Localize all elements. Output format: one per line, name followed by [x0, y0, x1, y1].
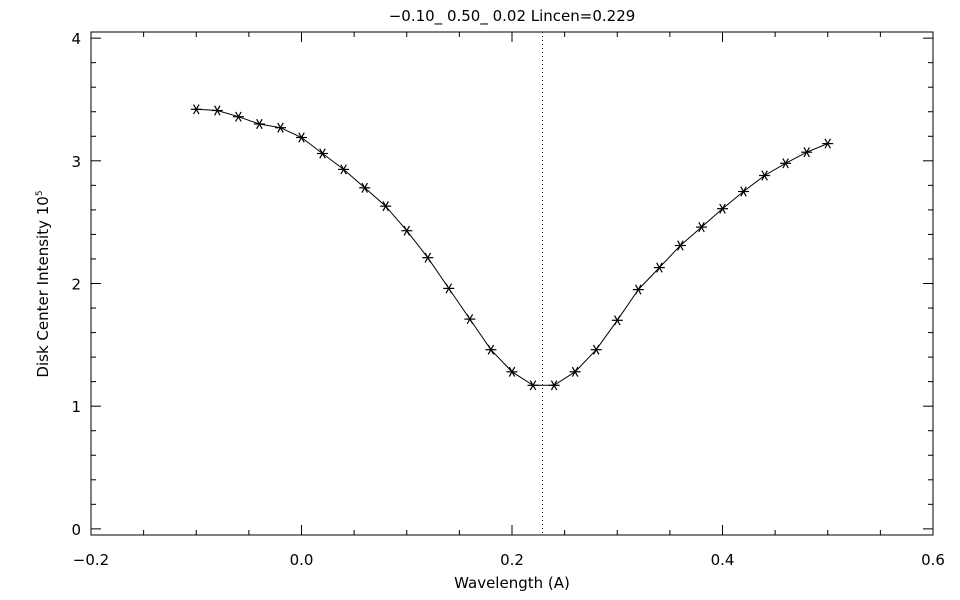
data-point-marker — [401, 225, 413, 236]
marker-stroke — [824, 138, 831, 149]
marker-stroke — [571, 366, 579, 377]
series-polyline — [196, 108, 828, 386]
marker-stroke — [487, 344, 495, 355]
marker-stroke — [782, 158, 789, 169]
marker-stroke — [761, 170, 768, 181]
marker-stroke — [656, 262, 663, 273]
y-axis-label-exponent: 5 — [35, 190, 45, 196]
plot-border — [90, 31, 934, 536]
x-axis-label: Wavelength (A) — [454, 574, 570, 592]
series-line — [196, 108, 828, 386]
marker-stroke — [277, 122, 284, 133]
plot-frame — [90, 31, 934, 536]
data-point-marker — [801, 147, 813, 158]
axis-ticks — [90, 32, 934, 535]
marker-stroke — [719, 203, 726, 214]
x-tick-label: 0.6 — [921, 551, 945, 569]
data-point-marker — [632, 284, 644, 295]
marker-stroke — [529, 380, 537, 391]
data-point-marker — [422, 252, 434, 263]
marker-stroke — [740, 186, 747, 197]
marker-stroke — [803, 147, 810, 158]
data-markers — [190, 104, 834, 391]
marker-stroke — [550, 380, 558, 391]
axis-tick-labels: −0.2 0.0 0.2 0.4 0.6 0 1 2 3 4 — [71, 30, 944, 569]
marker-stroke — [698, 222, 705, 233]
y-axis-label: Disk Center Intensity 105 — [34, 190, 52, 377]
x-tick-label: 0.4 — [711, 551, 735, 569]
marker-stroke — [340, 164, 347, 175]
data-point-marker — [338, 164, 350, 175]
data-point-marker — [464, 314, 476, 325]
data-point-marker — [380, 201, 392, 212]
x-tick-label: 0.2 — [500, 551, 524, 569]
y-tick-label: 2 — [71, 276, 81, 294]
y-tick-label: 1 — [71, 398, 81, 416]
marker-stroke — [193, 104, 200, 115]
y-axis-label-group: Disk Center Intensity 105 — [34, 190, 52, 377]
marker-stroke — [382, 201, 389, 212]
data-point-marker — [590, 344, 602, 355]
marker-stroke — [256, 118, 263, 130]
data-point-marker — [696, 222, 707, 233]
marker-stroke — [614, 315, 621, 326]
data-point-marker — [296, 132, 307, 143]
y-tick-label: 0 — [71, 521, 81, 539]
marker-stroke — [424, 252, 432, 263]
data-point-marker — [738, 186, 749, 197]
marker-stroke — [677, 240, 684, 251]
data-point-marker — [569, 366, 581, 377]
data-point-marker — [275, 122, 286, 133]
data-point-marker — [759, 170, 771, 181]
data-point-marker — [717, 203, 728, 214]
data-point-marker — [253, 118, 265, 130]
chart-title: −0.10_ 0.50_ 0.02 Lincen=0.229 — [389, 7, 636, 26]
data-point-marker — [527, 380, 539, 391]
marker-stroke — [235, 111, 242, 122]
marker-stroke — [361, 182, 368, 193]
marker-stroke — [508, 366, 516, 377]
data-point-marker — [506, 366, 518, 377]
data-point-marker — [548, 380, 560, 391]
y-tick-label: 3 — [71, 153, 81, 171]
marker-stroke — [445, 283, 453, 294]
x-tick-label: −0.2 — [73, 551, 109, 569]
marker-stroke — [214, 105, 221, 116]
data-point-marker — [653, 262, 665, 273]
data-point-marker — [443, 283, 455, 294]
marker-stroke — [635, 284, 642, 295]
data-point-marker — [822, 138, 834, 149]
marker-stroke — [466, 314, 474, 325]
marker-stroke — [319, 148, 326, 159]
data-point-marker — [674, 240, 686, 251]
data-point-marker — [780, 158, 792, 169]
x-tick-label: 0.0 — [290, 551, 314, 569]
data-point-marker — [211, 105, 223, 116]
marker-stroke — [298, 132, 305, 143]
marker-stroke — [403, 225, 411, 236]
data-point-marker — [190, 104, 202, 115]
y-axis-label-text: Disk Center Intensity 10 — [34, 196, 52, 377]
data-point-marker — [485, 344, 497, 355]
marker-stroke — [592, 344, 600, 355]
data-point-marker — [232, 111, 244, 122]
data-point-marker — [611, 315, 623, 326]
y-tick-label: 4 — [71, 30, 81, 48]
data-point-marker — [317, 148, 328, 159]
data-point-marker — [359, 182, 371, 193]
